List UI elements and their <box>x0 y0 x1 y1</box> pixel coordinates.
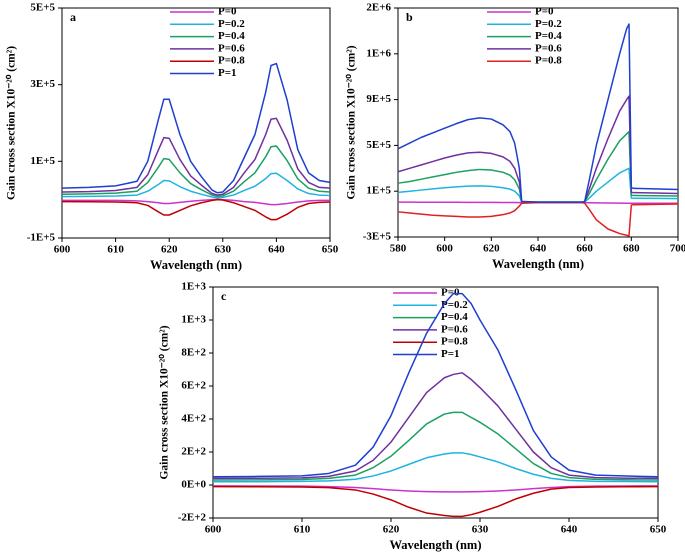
plot-frame <box>212 286 659 519</box>
data-line <box>212 485 659 518</box>
data-line <box>61 172 331 199</box>
x-tick-label: 660 <box>576 243 593 255</box>
data-line <box>397 201 679 237</box>
y-tick-label: 1E+5 <box>30 155 55 167</box>
legend-label: P=0.8 <box>535 55 562 67</box>
y-tick-label: 9E+5 <box>366 93 391 105</box>
x-tick-label: 640 <box>561 524 578 536</box>
legend-label: P=0.6 <box>441 323 468 335</box>
y-tick-label: 1E+3 <box>181 314 206 326</box>
legend-label: P=0.6 <box>535 42 562 54</box>
panel-label: a <box>70 10 76 24</box>
x-tick-label: 600 <box>436 243 453 255</box>
y-tick-label: 6E+2 <box>181 380 206 392</box>
y-tick-label: -3E+5 <box>363 231 392 243</box>
data-line <box>213 452 659 483</box>
x-tick-label: 630 <box>215 244 232 256</box>
y-tick-label: 0E+0 <box>181 479 206 491</box>
y-tick-label: 2E+2 <box>181 446 206 458</box>
x-tick-label: 580 <box>390 243 407 255</box>
y-tick-label: 5E+5 <box>30 2 55 14</box>
x-tick-label: 610 <box>107 244 124 256</box>
x-tick-label: 620 <box>161 244 178 256</box>
data-line <box>397 130 679 203</box>
data-line <box>61 62 331 194</box>
data-line <box>61 145 331 197</box>
panel-label: b <box>406 10 413 24</box>
x-tick-label: 680 <box>623 243 640 255</box>
legend-label: P=0.2 <box>218 18 245 30</box>
y-tick-label: 2E+6 <box>366 2 391 14</box>
legend-label: P=0.4 <box>218 30 245 42</box>
data-line <box>212 411 659 481</box>
legend-label: P=1 <box>441 348 460 360</box>
data-line <box>61 117 331 196</box>
x-tick-label: 600 <box>205 524 222 536</box>
legend-label: P=0.8 <box>218 55 245 67</box>
y-axis-label: Gain cross section X10⁻²⁰ (cm²) <box>158 325 171 479</box>
y-tick-label: 1E+3 <box>181 281 206 293</box>
data-line <box>212 485 659 493</box>
data-line <box>61 198 331 221</box>
x-tick-label: 610 <box>294 524 311 536</box>
legend-label: P=0.6 <box>218 42 245 54</box>
y-tick-label: 1E+6 <box>366 47 391 59</box>
x-tick-label: 700 <box>670 243 685 255</box>
data-line <box>397 23 679 203</box>
x-tick-label: 650 <box>650 524 667 536</box>
legend-label: P=1 <box>218 67 237 79</box>
legend-label: P=0 <box>441 287 460 299</box>
data-line <box>397 167 679 203</box>
data-line <box>397 95 679 203</box>
y-axis-label: Gain cross section X10⁻²⁰ (cm²) <box>345 45 358 199</box>
x-tick-label: 620 <box>383 524 400 536</box>
legend-label: P=0 <box>535 6 554 18</box>
x-tick-label: 600 <box>54 244 71 256</box>
legend-label: P=0 <box>218 6 237 18</box>
x-tick-label: 640 <box>268 244 285 256</box>
y-tick-label: -2E+2 <box>178 512 207 524</box>
legend-label: P=0.2 <box>535 18 562 30</box>
y-tick-label: 4E+2 <box>181 413 206 425</box>
y-tick-label: 8E+2 <box>181 347 206 359</box>
x-tick-label: 650 <box>322 244 339 256</box>
data-line <box>212 372 659 480</box>
data-line <box>212 292 659 478</box>
x-tick-label: 640 <box>530 243 547 255</box>
legend-label: P=0.2 <box>441 299 468 311</box>
y-axis-label: Gain cross section X10⁻²⁰ (cm²) <box>5 46 18 200</box>
x-axis-label: Wavelength (nm) <box>389 538 481 552</box>
x-axis-label: Wavelength (nm) <box>150 258 242 272</box>
x-tick-label: 630 <box>472 524 489 536</box>
x-tick-label: 620 <box>483 243 500 255</box>
plot-frame <box>61 7 331 239</box>
y-tick-label: 1E+5 <box>366 185 391 197</box>
y-tick-label: 3E+5 <box>30 78 55 90</box>
panel-label: c <box>221 289 227 303</box>
x-axis-label: Wavelength (nm) <box>492 257 584 271</box>
legend-label: P=0.4 <box>441 311 468 323</box>
y-tick-label: -1E+5 <box>27 232 56 244</box>
legend-label: P=0.4 <box>535 30 562 42</box>
legend-label: P=0.8 <box>441 336 468 348</box>
y-tick-label: 5E+5 <box>366 139 391 151</box>
